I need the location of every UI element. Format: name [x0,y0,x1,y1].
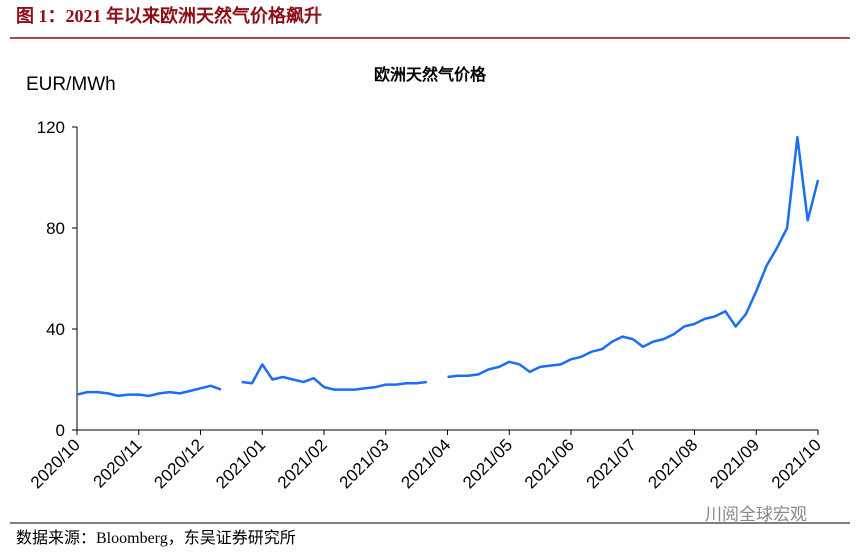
x-tick-label: 2021/06 [521,435,578,492]
watermark: 川阅全球宏观 [705,505,807,524]
x-tick-label: 2020/12 [150,435,207,492]
y-tick-label: 40 [46,320,65,339]
x-tick-label: 2021/08 [644,435,701,492]
chart-title: 欧洲天然气价格 [374,65,487,84]
x-tick-label: 2021/01 [212,435,269,492]
y-tick-label: 80 [46,219,65,238]
x-tick-label: 2021/04 [397,435,454,492]
x-tick-label: 2021/03 [336,435,393,492]
x-tick-label: 2020/10 [27,435,84,492]
header-title: 图 1：2021 年以来欧洲天然气价格飙升 [16,5,322,26]
x-tick-label: 2021/07 [583,435,640,492]
y-tick-label: 120 [37,118,65,137]
source: 数据来源：Bloomberg，东吴证券研究所 [16,529,296,547]
x-tick-label: 2021/10 [768,435,825,492]
x-tick-label: 2021/05 [459,435,516,492]
y-axis-label: EUR/MWh [26,74,116,95]
x-tick-label: 2021/02 [274,435,331,492]
x-tick-label: 2021/09 [706,435,763,492]
x-tick-label: 2020/11 [90,435,146,491]
y-tick-label: 0 [56,421,65,440]
price-line [76,135,820,398]
